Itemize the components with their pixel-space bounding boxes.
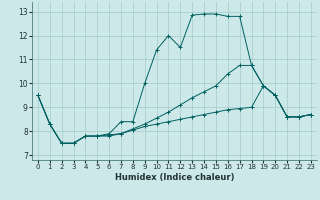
X-axis label: Humidex (Indice chaleur): Humidex (Indice chaleur) (115, 173, 234, 182)
